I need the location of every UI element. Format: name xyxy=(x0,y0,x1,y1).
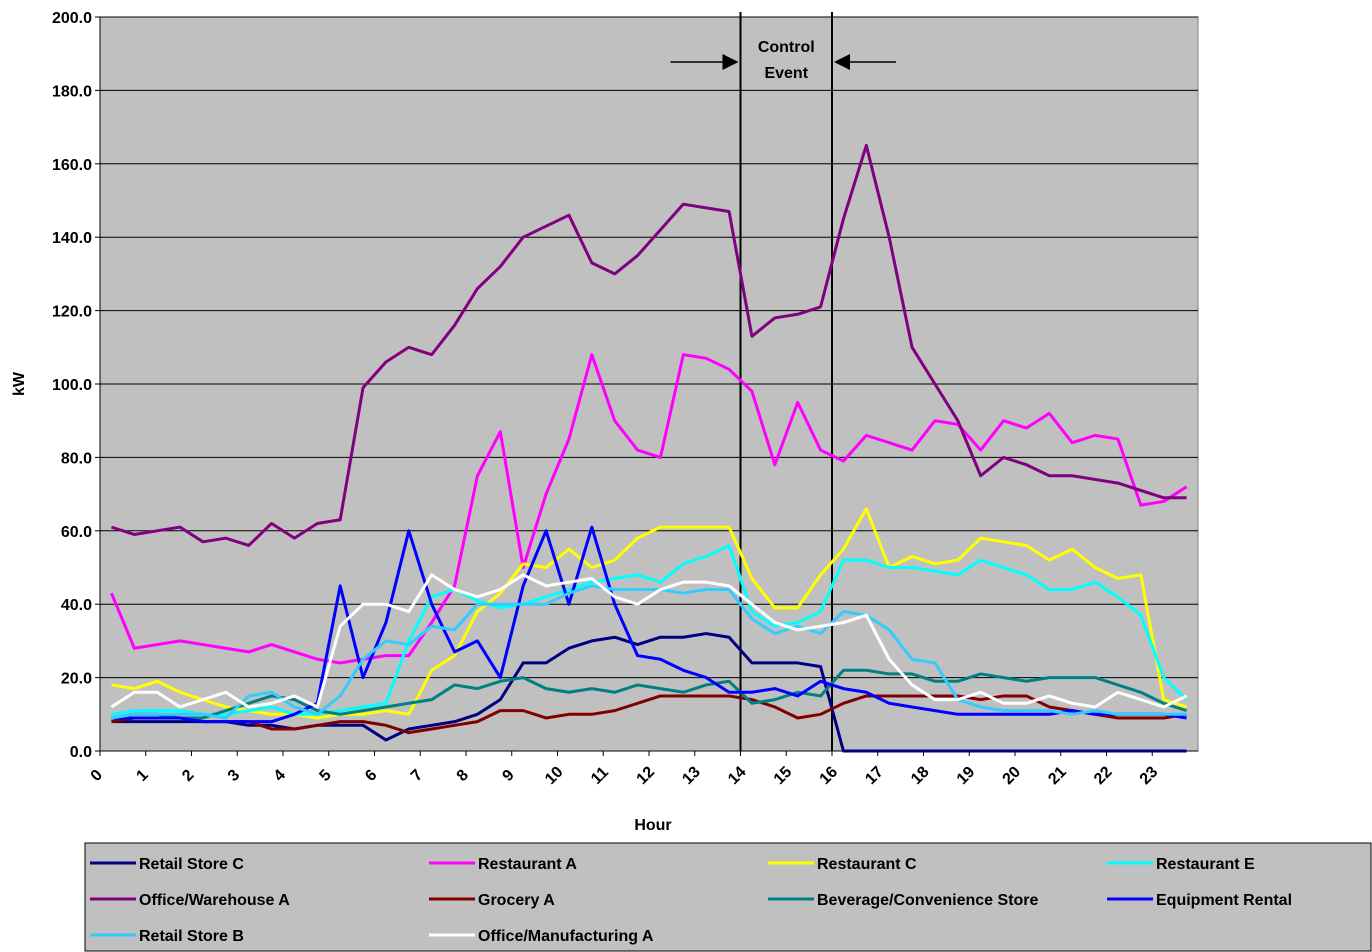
y-tick-label: 120.0 xyxy=(52,304,92,321)
y-tick-label: 200.0 xyxy=(52,10,92,27)
x-axis-label: Hour xyxy=(634,817,671,834)
y-tick-label: 160.0 xyxy=(52,157,92,174)
y-tick-label: 60.0 xyxy=(61,524,92,541)
x-tick-label: 15 xyxy=(771,763,796,788)
x-tick-label: 10 xyxy=(542,763,567,788)
series-line xyxy=(110,353,1188,665)
series-line xyxy=(111,694,1187,735)
x-tick-label: 13 xyxy=(679,763,704,788)
x-tick-label: 12 xyxy=(634,763,659,788)
x-tick-label: 9 xyxy=(499,767,517,785)
x-tick-label: 14 xyxy=(725,763,750,788)
y-tick-label: 80.0 xyxy=(61,450,92,467)
annotation-text: Control xyxy=(758,39,815,56)
legend-label: Restaurant A xyxy=(478,856,577,873)
series-line xyxy=(110,573,1188,709)
annotation-text: Event xyxy=(764,65,808,82)
series-line xyxy=(111,668,1188,720)
x-tick-label: 1 xyxy=(133,767,151,785)
x-tick-label: 23 xyxy=(1137,763,1162,788)
y-tick-label: 140.0 xyxy=(52,230,92,247)
y-tick-label: 20.0 xyxy=(61,671,92,688)
x-tick-label: 11 xyxy=(588,764,612,788)
x-tick-label: 22 xyxy=(1091,763,1116,788)
x-tick-label: 17 xyxy=(862,763,887,788)
x-tick-label: 0 xyxy=(88,767,106,785)
y-axis-label: kW xyxy=(11,371,28,396)
x-tick-label: 5 xyxy=(316,767,334,785)
x-tick-label: 20 xyxy=(1000,763,1025,788)
y-tick-label: 40.0 xyxy=(61,597,92,614)
legend-label: Restaurant C xyxy=(817,856,917,873)
x-tick-label: 4 xyxy=(271,767,289,785)
legend-label: Retail Store B xyxy=(139,928,244,945)
x-tick-label: 3 xyxy=(225,767,243,785)
legend-label: Retail Store C xyxy=(139,856,244,873)
x-tick-label: 19 xyxy=(954,763,979,788)
x-tick-label: 2 xyxy=(179,767,197,785)
series-line xyxy=(110,143,1187,547)
y-tick-label: 100.0 xyxy=(52,377,92,394)
legend-label: Grocery A xyxy=(478,892,555,909)
series-line xyxy=(111,525,1187,724)
legend-label: Office/Manufacturing A xyxy=(478,928,654,945)
legend-label: Office/Warehouse A xyxy=(139,892,290,909)
series-line xyxy=(111,584,1187,720)
arrow-head xyxy=(722,54,739,70)
y-tick-label: 180.0 xyxy=(52,83,92,100)
x-tick-label: 18 xyxy=(908,763,933,788)
x-tick-label: 16 xyxy=(817,763,842,788)
series-line xyxy=(111,543,1188,716)
arrow-head xyxy=(834,54,850,70)
legend-label: Restaurant E xyxy=(1156,856,1255,873)
legend-box xyxy=(84,842,1372,952)
legend-label: Equipment Rental xyxy=(1156,892,1292,909)
x-tick-label: 8 xyxy=(454,767,472,785)
x-tick-label: 6 xyxy=(362,767,380,785)
legend-label: Beverage/Convenience Store xyxy=(817,892,1039,909)
y-tick-label: 0.0 xyxy=(70,744,92,761)
x-tick-label: 21 xyxy=(1045,763,1070,788)
x-tick-label: 7 xyxy=(408,767,426,785)
